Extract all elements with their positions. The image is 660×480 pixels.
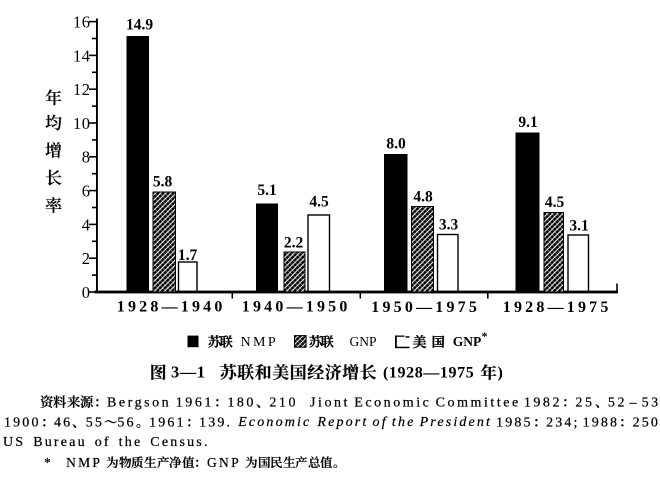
svg-text:GNP: GNP <box>350 334 377 349</box>
svg-text:*: * <box>482 329 488 343</box>
svg-text:2: 2 <box>82 249 91 268</box>
svg-text:1928—1940: 1928—1940 <box>117 299 226 316</box>
svg-text:4.5: 4.5 <box>545 194 565 211</box>
svg-text:GNP: GNP <box>453 334 482 349</box>
svg-text:(1928—1975: (1928—1975 <box>383 365 474 382</box>
svg-text:NMP: NMP <box>241 335 279 350</box>
svg-text:14: 14 <box>73 46 91 65</box>
svg-text:): ) <box>498 365 503 382</box>
svg-text:8: 8 <box>82 148 91 167</box>
svg-text:3.3: 3.3 <box>439 216 459 233</box>
svg-text:16: 16 <box>73 13 91 32</box>
svg-text:6: 6 <box>82 182 91 201</box>
svg-text:10: 10 <box>73 114 91 133</box>
svg-text:0: 0 <box>82 283 91 302</box>
svg-text:3—1: 3—1 <box>171 363 206 382</box>
svg-text:12: 12 <box>73 80 91 99</box>
svg-text:3.1: 3.1 <box>569 217 588 234</box>
svg-text:4.5: 4.5 <box>309 193 329 210</box>
svg-text:5.8: 5.8 <box>153 173 173 190</box>
svg-text:4: 4 <box>82 215 91 234</box>
svg-text:14.9: 14.9 <box>126 16 153 33</box>
svg-text:1.7: 1.7 <box>178 247 198 264</box>
svg-text:2.2: 2.2 <box>284 234 304 251</box>
svg-text:1928—1975: 1928—1975 <box>503 299 612 316</box>
svg-text:5.1: 5.1 <box>257 182 276 199</box>
svg-text:1950—1975: 1950—1975 <box>371 299 480 316</box>
svg-text:8.0: 8.0 <box>386 135 406 152</box>
svg-text:9.1: 9.1 <box>518 114 537 131</box>
svg-text:1940—1950: 1940—1950 <box>242 299 351 316</box>
svg-text:4.8: 4.8 <box>413 188 433 205</box>
